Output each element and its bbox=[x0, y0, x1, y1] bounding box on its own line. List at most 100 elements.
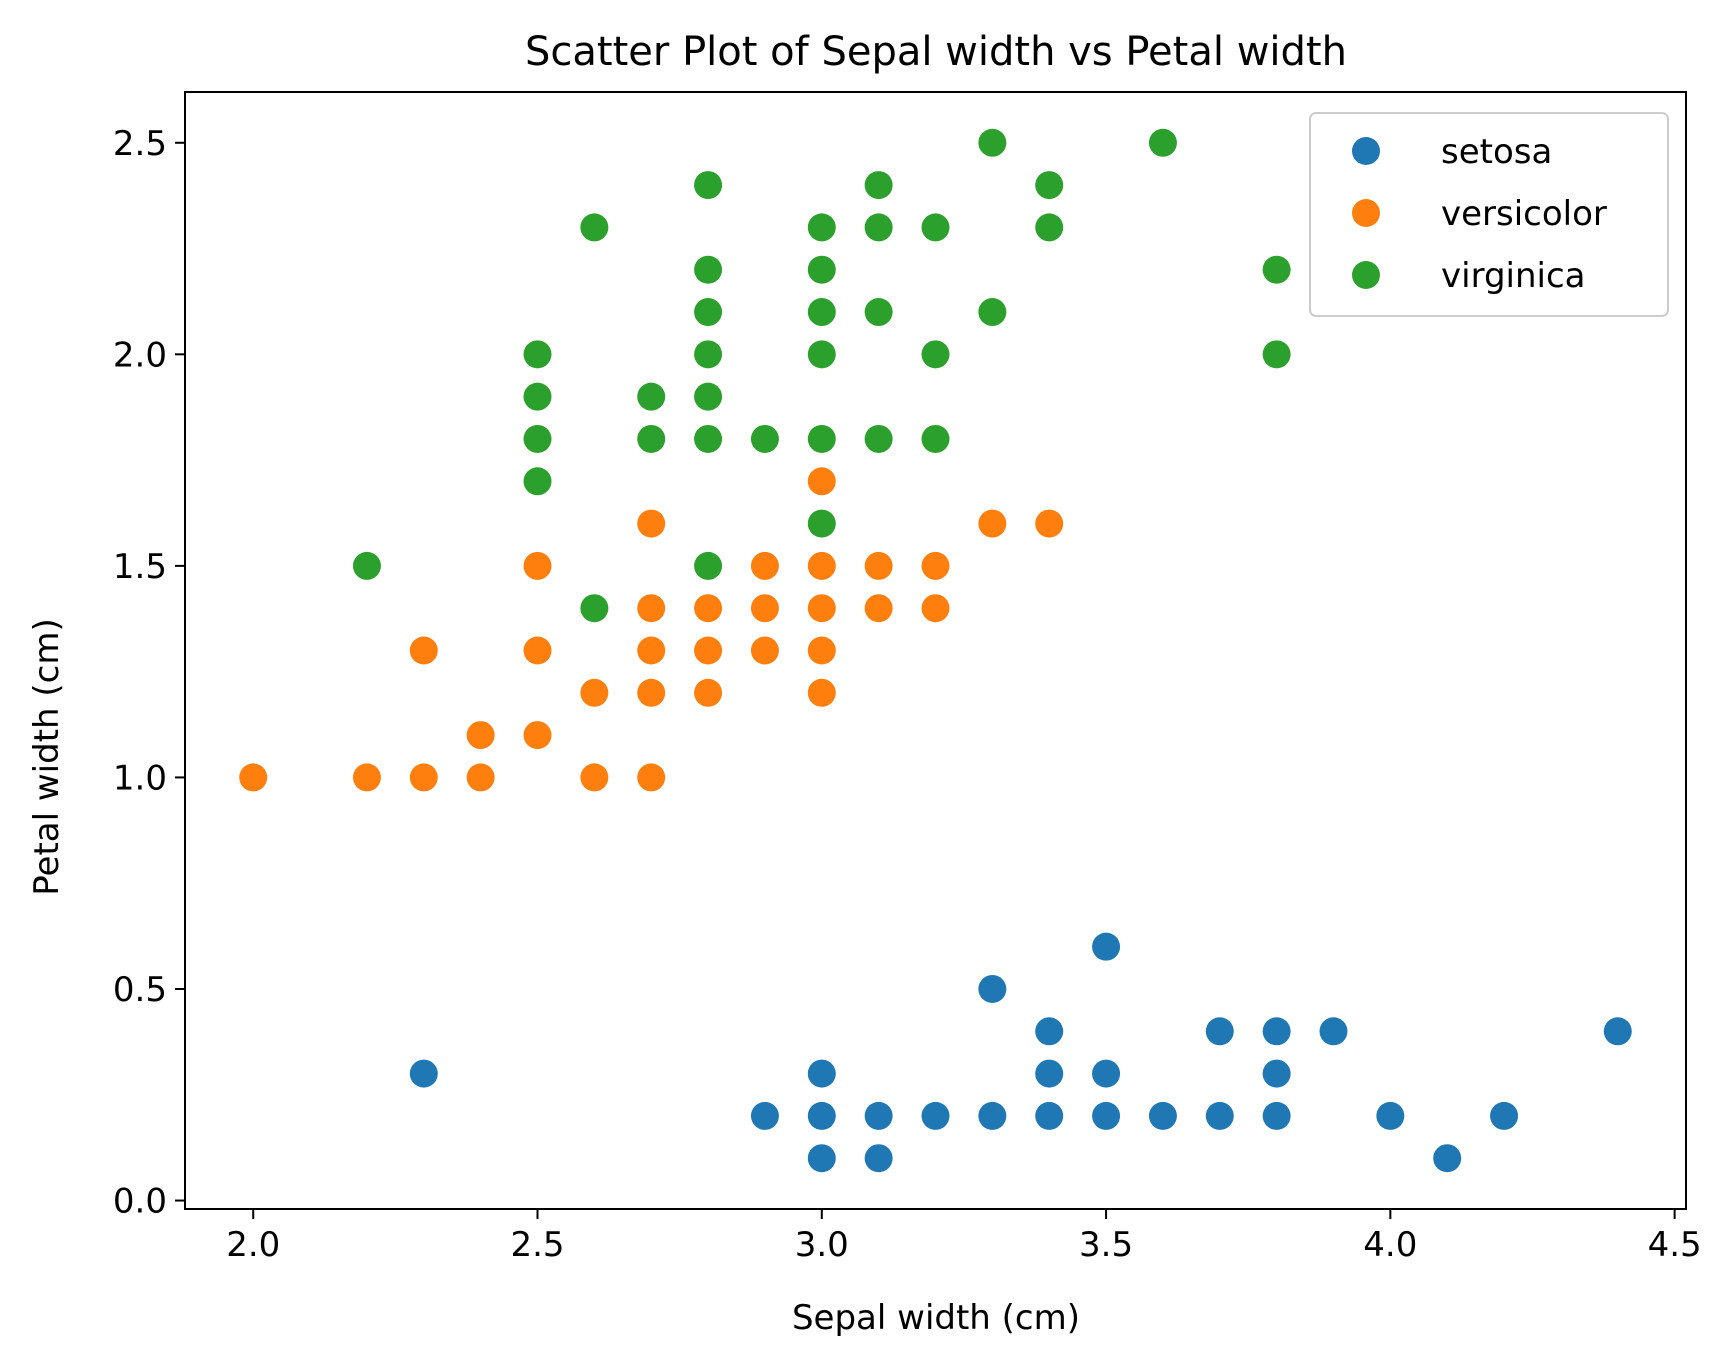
x-tick-label: 3.0 bbox=[795, 1225, 849, 1265]
point-setosa-9 bbox=[978, 974, 1007, 1003]
point-setosa-25 bbox=[1490, 1101, 1519, 1130]
point-virginica-0 bbox=[352, 551, 381, 580]
legend-label-versicolor: versicolor bbox=[1441, 194, 1607, 234]
legend-marker-virginica bbox=[1352, 261, 1380, 289]
point-setosa-22 bbox=[1319, 1017, 1348, 1046]
point-setosa-18 bbox=[1205, 1017, 1234, 1046]
point-virginica-18 bbox=[807, 424, 836, 453]
point-setosa-3 bbox=[807, 1101, 836, 1130]
point-virginica-26 bbox=[864, 171, 893, 200]
point-versicolor-16 bbox=[694, 678, 723, 707]
point-virginica-7 bbox=[637, 424, 666, 453]
point-virginica-3 bbox=[523, 382, 552, 411]
point-virginica-31 bbox=[978, 128, 1007, 157]
point-versicolor-28 bbox=[864, 551, 893, 580]
x-tick-label: 4.5 bbox=[1648, 1225, 1702, 1265]
point-setosa-12 bbox=[1035, 1017, 1064, 1046]
point-virginica-6 bbox=[580, 213, 609, 242]
point-versicolor-32 bbox=[1035, 509, 1064, 538]
point-virginica-8 bbox=[637, 382, 666, 411]
point-setosa-4 bbox=[807, 1059, 836, 1088]
y-tick-label: 1.5 bbox=[113, 547, 167, 587]
y-axis-label: Petal width (cm) bbox=[27, 618, 67, 896]
point-versicolor-29 bbox=[921, 594, 950, 623]
point-virginica-25 bbox=[864, 213, 893, 242]
point-virginica-5 bbox=[580, 594, 609, 623]
y-tick-label: 2.0 bbox=[113, 335, 167, 375]
point-setosa-2 bbox=[807, 1144, 836, 1173]
point-virginica-4 bbox=[523, 340, 552, 369]
point-versicolor-5 bbox=[466, 721, 495, 750]
point-virginica-35 bbox=[1262, 340, 1291, 369]
point-versicolor-19 bbox=[750, 636, 779, 665]
point-virginica-11 bbox=[694, 382, 723, 411]
point-setosa-23 bbox=[1376, 1101, 1405, 1130]
point-setosa-21 bbox=[1262, 1017, 1291, 1046]
point-virginica-24 bbox=[864, 298, 893, 327]
point-versicolor-26 bbox=[807, 467, 836, 496]
point-versicolor-7 bbox=[523, 636, 552, 665]
point-virginica-21 bbox=[807, 255, 836, 284]
point-versicolor-27 bbox=[864, 594, 893, 623]
point-versicolor-0 bbox=[239, 763, 268, 792]
point-virginica-16 bbox=[750, 424, 779, 453]
point-virginica-23 bbox=[864, 424, 893, 453]
point-virginica-34 bbox=[1148, 128, 1177, 157]
point-versicolor-23 bbox=[807, 636, 836, 665]
point-versicolor-10 bbox=[580, 678, 609, 707]
legend-label-setosa: setosa bbox=[1441, 132, 1552, 172]
point-virginica-15 bbox=[694, 171, 723, 200]
point-virginica-2 bbox=[523, 424, 552, 453]
point-versicolor-1 bbox=[352, 763, 381, 792]
point-setosa-13 bbox=[1092, 1101, 1121, 1130]
point-versicolor-15 bbox=[637, 509, 666, 538]
point-virginica-19 bbox=[807, 340, 836, 369]
x-tick-label: 2.5 bbox=[510, 1225, 564, 1265]
point-versicolor-24 bbox=[807, 594, 836, 623]
point-setosa-1 bbox=[750, 1101, 779, 1130]
point-versicolor-4 bbox=[466, 763, 495, 792]
point-setosa-8 bbox=[978, 1101, 1007, 1130]
point-virginica-30 bbox=[978, 298, 1007, 327]
point-virginica-29 bbox=[921, 213, 950, 242]
point-virginica-9 bbox=[694, 551, 723, 580]
x-tick-label: 4.0 bbox=[1363, 1225, 1417, 1265]
point-setosa-20 bbox=[1262, 1059, 1291, 1088]
legend-box bbox=[1309, 112, 1669, 317]
point-setosa-24 bbox=[1433, 1144, 1462, 1173]
point-versicolor-22 bbox=[807, 678, 836, 707]
point-setosa-7 bbox=[921, 1101, 950, 1130]
point-versicolor-13 bbox=[637, 636, 666, 665]
point-virginica-28 bbox=[921, 340, 950, 369]
x-axis-label: Sepal width (cm) bbox=[792, 1298, 1080, 1338]
point-virginica-36 bbox=[1262, 255, 1291, 284]
point-versicolor-20 bbox=[750, 594, 779, 623]
point-setosa-6 bbox=[864, 1101, 893, 1130]
point-versicolor-31 bbox=[978, 509, 1007, 538]
point-virginica-14 bbox=[694, 255, 723, 284]
y-tick-label: 0.5 bbox=[113, 970, 167, 1010]
point-virginica-12 bbox=[694, 340, 723, 369]
point-setosa-14 bbox=[1092, 1059, 1121, 1088]
y-tick-label: 2.5 bbox=[113, 124, 167, 164]
point-virginica-22 bbox=[807, 213, 836, 242]
point-versicolor-18 bbox=[694, 594, 723, 623]
point-versicolor-14 bbox=[637, 594, 666, 623]
points-layer bbox=[239, 128, 1632, 1173]
chart-title: Scatter Plot of Sepal width vs Petal wid… bbox=[525, 29, 1347, 75]
plot-frame bbox=[184, 91, 1687, 1210]
point-versicolor-2 bbox=[409, 763, 438, 792]
legend-marker-versicolor bbox=[1352, 199, 1380, 227]
point-setosa-5 bbox=[864, 1144, 893, 1173]
point-virginica-10 bbox=[694, 424, 723, 453]
point-versicolor-9 bbox=[580, 763, 609, 792]
point-virginica-27 bbox=[921, 424, 950, 453]
point-setosa-15 bbox=[1092, 932, 1121, 961]
point-versicolor-30 bbox=[921, 551, 950, 580]
point-virginica-13 bbox=[694, 298, 723, 327]
point-setosa-10 bbox=[1035, 1101, 1064, 1130]
y-axis-ticks: 0.0 0.5 1.0 1.5 2.0 2.5 bbox=[113, 124, 185, 1222]
point-versicolor-21 bbox=[750, 551, 779, 580]
point-virginica-17 bbox=[807, 509, 836, 538]
point-versicolor-3 bbox=[409, 636, 438, 665]
